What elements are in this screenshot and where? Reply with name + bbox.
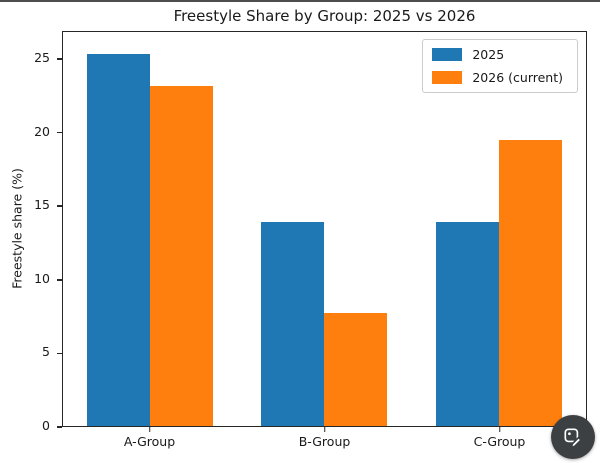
- y-tick-label: 10: [34, 270, 50, 286]
- legend-swatch: [432, 71, 463, 84]
- bar-group-b-group: [237, 32, 411, 426]
- plot-area: 2025 2026 (current): [62, 31, 587, 427]
- y-tick-mark: [57, 352, 62, 355]
- legend-label: 2026 (current): [472, 70, 563, 85]
- bar-2026-c-group: [498, 140, 562, 426]
- image-edit-badge[interactable]: [551, 415, 595, 459]
- x-tick-mark: [323, 427, 326, 432]
- y-tick-label: 15: [34, 197, 50, 213]
- x-tick-label-c-group: C-Group: [473, 434, 526, 449]
- x-tick-mark: [148, 427, 151, 432]
- top-edge-line: [0, 0, 600, 2]
- bar-group-a-group: [63, 32, 237, 426]
- bar-2026-a-group: [150, 86, 214, 426]
- y-tick-label: 25: [34, 49, 50, 65]
- x-tick-label-a-group: A-Group: [123, 434, 176, 449]
- y-tick-mark: [57, 58, 62, 60]
- image-edit-icon: [562, 426, 584, 448]
- bar-2025-b-group: [261, 222, 325, 426]
- chart-title: Freestyle Share by Group: 2025 vs 2026: [173, 7, 476, 25]
- y-tick-label: 0: [42, 418, 50, 433]
- y-tick-label: 5: [42, 344, 50, 360]
- bars-container: [63, 32, 586, 426]
- bar-group-c-group: [412, 32, 586, 426]
- y-tick-mark: [57, 131, 62, 134]
- legend-row: 2025: [432, 47, 567, 62]
- y-tick-label: 20: [34, 123, 50, 139]
- x-tick-label-b-group: B-Group: [298, 434, 351, 449]
- x-tick-mark: [498, 427, 501, 432]
- y-tick-mark: [57, 205, 62, 207]
- bar-2025-a-group: [87, 53, 151, 426]
- bar-2026-b-group: [324, 313, 388, 426]
- legend-swatch: [432, 48, 463, 61]
- legend-row: 2026 (current): [432, 70, 567, 85]
- bar-2025-c-group: [435, 222, 499, 426]
- y-tick-mark: [57, 426, 62, 428]
- y-tick-mark: [57, 279, 62, 281]
- legend-label: 2025: [472, 47, 505, 62]
- legend: 2025 2026 (current): [422, 39, 578, 93]
